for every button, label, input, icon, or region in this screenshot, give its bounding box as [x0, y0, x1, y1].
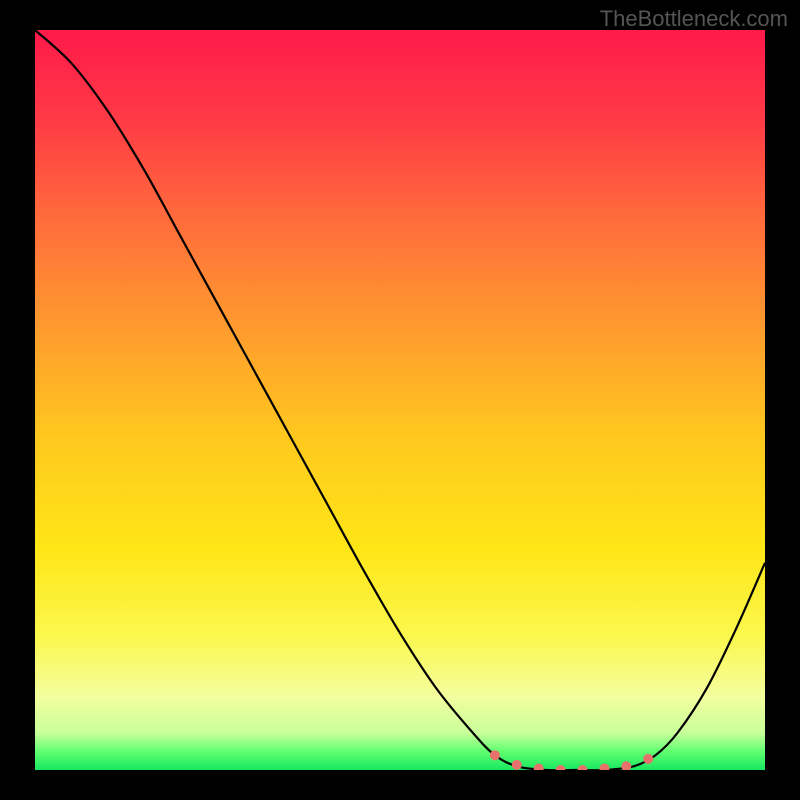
- highlight-marker: [534, 764, 544, 770]
- highlight-markers-group: [490, 750, 653, 770]
- bottleneck-curve: [35, 30, 765, 770]
- highlight-marker: [621, 761, 631, 770]
- chart-plot-area: [35, 30, 765, 770]
- highlight-marker: [643, 754, 653, 764]
- highlight-marker: [599, 764, 609, 770]
- highlight-marker: [556, 765, 566, 770]
- watermark-text: TheBottleneck.com: [600, 6, 788, 32]
- highlight-marker: [490, 750, 500, 760]
- chart-curve-layer: [35, 30, 765, 770]
- highlight-marker: [578, 765, 588, 770]
- highlight-marker: [512, 760, 522, 770]
